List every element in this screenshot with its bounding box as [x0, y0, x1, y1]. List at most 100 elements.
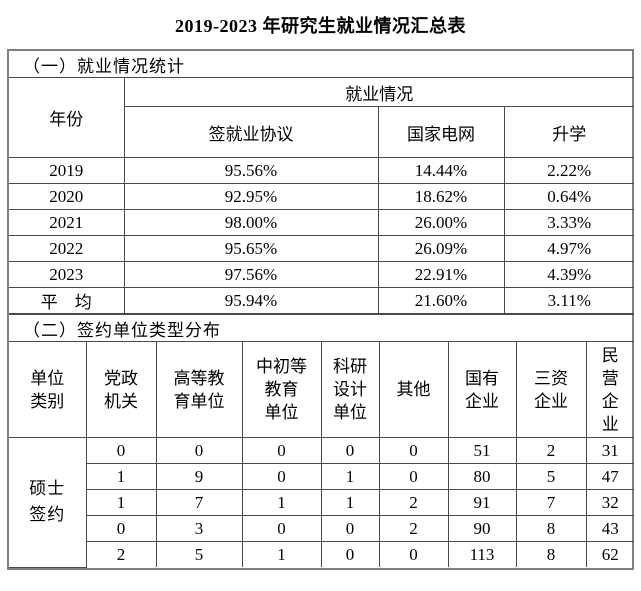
- value-cell: 95.56%: [123, 157, 379, 184]
- table-row: 2022 95.65% 26.09% 4.97%: [9, 235, 634, 262]
- summary-table-frame: （一）就业情况统计 年份 就业情况 签就业协议 国家电网 升学 2019 95.…: [7, 49, 635, 570]
- column-header-research-design: 科研 设计 单位: [320, 341, 380, 438]
- column-header-party-gov: 党政 机关: [85, 341, 157, 438]
- value-cell: 3.11%: [503, 287, 634, 314]
- count-cell: 2: [515, 437, 587, 464]
- year-cell: 2020: [9, 183, 125, 210]
- count-cell: 0: [320, 541, 380, 567]
- column-header-higher-edu: 高等教 育单位: [155, 341, 243, 438]
- count-cell: 8: [515, 541, 587, 567]
- value-cell: 95.65%: [123, 235, 379, 262]
- count-cell: 51: [447, 437, 517, 464]
- count-cell: 90: [447, 515, 517, 542]
- value-cell: 4.97%: [503, 235, 634, 262]
- table-row: 2023 97.56% 22.91% 4.39%: [9, 261, 634, 288]
- count-cell: 7: [515, 489, 587, 516]
- count-cell: 1: [241, 541, 322, 567]
- column-header-other: 其他: [378, 341, 449, 438]
- value-cell: 14.44%: [377, 157, 505, 184]
- value-cell: 26.09%: [377, 235, 505, 262]
- table-row: 1 7 1 1 2 91 7 32: [9, 489, 635, 516]
- count-cell: 0: [241, 463, 322, 490]
- section1-header-row: （一）就业情况统计: [9, 51, 634, 78]
- column-header-agreement: 签就业协议: [124, 106, 379, 158]
- count-cell: 1: [86, 463, 157, 490]
- count-cell: 1: [241, 489, 322, 516]
- column-header-secondary-edu: 中初等 教育 单位: [241, 341, 322, 438]
- count-cell: 0: [378, 463, 449, 490]
- count-cell: 7: [155, 489, 243, 516]
- count-cell: 2: [378, 489, 449, 516]
- table-row: 2021 98.00% 26.00% 3.33%: [9, 209, 634, 236]
- value-cell: 2.22%: [503, 157, 634, 184]
- table-row: 2019 95.56% 14.44% 2.22%: [9, 157, 634, 184]
- value-cell: 18.62%: [377, 183, 505, 210]
- employment-group-header: 就业情况: [123, 77, 634, 107]
- value-cell: 21.60%: [377, 287, 505, 314]
- column-header-stategrid: 国家电网: [377, 106, 505, 158]
- count-cell: 113: [447, 541, 517, 567]
- count-cell: 0: [320, 437, 380, 464]
- table-row: 平 均 95.94% 21.60% 3.11%: [9, 287, 634, 314]
- count-cell: 1: [320, 463, 380, 490]
- count-cell: 47: [585, 463, 635, 490]
- count-cell: 1: [86, 489, 157, 516]
- section2-header-row: （二）签约单位类型分布: [9, 314, 635, 342]
- value-cell: 95.94%: [123, 287, 379, 314]
- unit-type-header-row: 单位 类别 党政 机关 高等教 育单位 中初等 教育 单位 科研 设计 单位 其…: [9, 341, 635, 438]
- count-cell: 62: [585, 541, 635, 567]
- value-cell: 4.39%: [503, 261, 634, 288]
- count-cell: 0: [241, 515, 322, 542]
- count-cell: 0: [378, 437, 449, 464]
- group-header-row: 年份 就业情况: [9, 77, 634, 158]
- year-cell: 2023: [9, 261, 125, 288]
- table-row: 2 5 1 0 0 113 8 62: [9, 541, 635, 567]
- year-column-header: 年份: [9, 77, 125, 158]
- count-cell: 2: [378, 515, 449, 542]
- value-cell: 98.00%: [123, 209, 379, 236]
- count-cell: 8: [515, 515, 587, 542]
- value-cell: 92.95%: [123, 183, 379, 210]
- value-cell: 3.33%: [503, 209, 634, 236]
- employment-stats-table: （一）就业情况统计 年份 就业情况 签就业协议 国家电网 升学 2019 95.…: [9, 51, 634, 314]
- section2-header: （二）签约单位类型分布: [9, 314, 635, 342]
- value-cell: 97.56%: [123, 261, 379, 288]
- table-row: 2020 92.95% 18.62% 0.64%: [9, 183, 634, 210]
- column-header-furtherstudy: 升学: [503, 106, 634, 158]
- year-cell: 2022: [9, 235, 125, 262]
- value-cell: 26.00%: [377, 209, 505, 236]
- sub-header-row: 签就业协议 国家电网 升学: [9, 106, 634, 158]
- year-cell: 2021: [9, 209, 125, 236]
- count-cell: 9: [155, 463, 243, 490]
- count-cell: 0: [241, 437, 322, 464]
- count-cell: 0: [320, 515, 380, 542]
- count-cell: 3: [155, 515, 243, 542]
- count-cell: 32: [585, 489, 635, 516]
- value-cell: 22.91%: [377, 261, 505, 288]
- count-cell: 0: [86, 515, 157, 542]
- table-row: 0 3 0 0 2 90 8 43: [9, 515, 635, 542]
- column-header-state-owned: 国有 企业: [447, 341, 517, 438]
- column-header-private: 民 营 企 业: [585, 341, 635, 438]
- count-cell: 1: [320, 489, 380, 516]
- unit-type-table: （二）签约单位类型分布 单位 类别 党政 机关 高等教 育单位 中初等 教育 单…: [9, 314, 635, 568]
- count-cell: 80: [447, 463, 517, 490]
- count-cell: 5: [515, 463, 587, 490]
- row-group-label-master: 硕士 签约: [9, 437, 87, 568]
- section1-header: （一）就业情况统计: [9, 51, 634, 78]
- count-cell: 2: [86, 541, 157, 567]
- value-cell: 0.64%: [503, 183, 634, 210]
- count-cell: 91: [447, 489, 517, 516]
- year-cell: 2019: [9, 157, 125, 184]
- count-cell: 0: [85, 437, 157, 464]
- count-cell: 5: [155, 541, 243, 567]
- count-cell: 31: [585, 437, 635, 464]
- page-title: 2019-2023 年研究生就业情况汇总表: [175, 16, 466, 36]
- year-cell: 平 均: [9, 287, 125, 314]
- column-header-foreign-funded: 三资 企业: [515, 341, 587, 438]
- count-cell: 43: [585, 515, 635, 542]
- table-row: 硕士 签约 0 0 0 0 0 51 2 31: [9, 437, 635, 568]
- count-cell: 0: [378, 541, 449, 567]
- column-header-unit-category: 单位 类别: [9, 341, 87, 438]
